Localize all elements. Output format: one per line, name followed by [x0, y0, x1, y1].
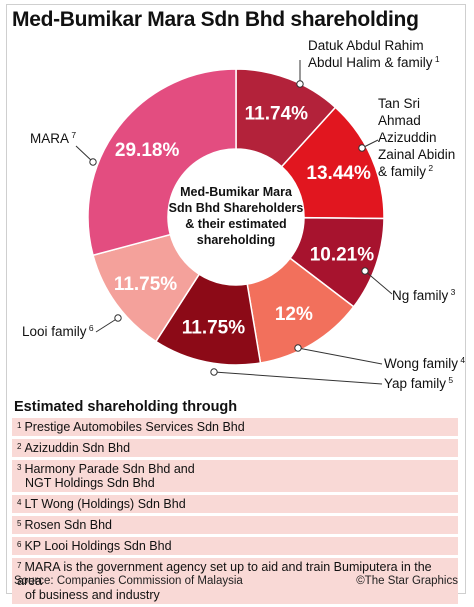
note-number: 7	[17, 561, 22, 570]
graphics-credit: ©The Star Graphics	[356, 575, 458, 587]
note-item: 7 MARA is the government agency set up to…	[12, 558, 458, 604]
center-label-line: Sdn Bhd Shareholders	[169, 201, 304, 215]
callout-dot	[361, 267, 369, 275]
note-text: NGT Holdings Sdn Bhd	[25, 476, 155, 490]
callout-label: Tan Sri Ahmad Azizuddin Zainal Abidin & fami…	[378, 96, 455, 179]
note-number: 3	[17, 463, 22, 472]
callout-label: Yap family 5	[384, 375, 453, 391]
note-item: 4 LT Wong (Holdings) Sdn Bhd	[12, 495, 458, 513]
source-note: Source: Companies Commission of Malaysia	[14, 575, 243, 587]
note-text: LT Wong (Holdings) Sdn Bhd	[24, 497, 186, 511]
callout-label: Looi family 6	[22, 323, 94, 339]
note-number: 2	[17, 442, 22, 451]
note-number: 6	[17, 540, 22, 549]
callout-dot	[296, 80, 304, 88]
callout-dot	[114, 314, 122, 322]
note-text: KP Looi Holdings Sdn Bhd	[24, 539, 172, 553]
notes-title: Estimated shareholding through	[14, 399, 238, 415]
note-item: 5 Rosen Sdn Bhd	[12, 516, 458, 534]
callout-leader	[364, 270, 393, 295]
note-item: 6 KP Looi Holdings Sdn Bhd	[12, 537, 458, 555]
slice-value-label: 10.21%	[310, 244, 375, 265]
note-text: Rosen Sdn Bhd	[24, 518, 113, 532]
slice-value-label: 13.44%	[306, 163, 371, 184]
note-item: 1 Prestige Automobiles Services Sdn Bhd	[12, 418, 458, 436]
callout-label: Datuk Abdul Rahim Abdul Halim & family 1	[308, 38, 440, 70]
donut-chart: 11.74%13.44%10.21%12%11.75%11.75%29.18% …	[22, 38, 465, 391]
callout-dot	[89, 158, 97, 166]
callout-leader	[213, 371, 383, 385]
callout-dot	[210, 368, 218, 376]
note-item: 2 Azizuddin Sdn Bhd	[12, 439, 458, 457]
slice-value-label: 29.18%	[115, 140, 180, 161]
callout-leader	[297, 347, 383, 365]
note-text: Azizuddin Sdn Bhd	[24, 441, 131, 455]
callout-leader	[75, 145, 94, 163]
center-label-line: & their estimated	[185, 217, 286, 231]
note-text: MARA is the government agency set up to …	[17, 560, 432, 588]
slice-value-label: 11.74%	[245, 104, 308, 125]
note-number: 1	[17, 421, 22, 430]
note-item: 3 Harmony Parade Sdn Bhd and NGT Holdings …	[12, 460, 458, 492]
callout-dot	[358, 144, 366, 152]
slice-value-label: 11.75%	[114, 274, 177, 295]
center-label-line: Med-Bumikar Mara	[180, 185, 293, 199]
slice-7	[87, 68, 237, 257]
slice-value-label: 12%	[275, 304, 313, 325]
note-number: 4	[17, 498, 22, 507]
callout-label: MARA 7	[30, 130, 76, 146]
callout-label: Ng family 3	[392, 287, 456, 303]
callout-label: Wong family 4	[384, 355, 465, 371]
center-label-line: shareholding	[197, 233, 275, 247]
callout-leader	[95, 317, 119, 333]
notes-list: 1 Prestige Automobiles Services Sdn Bhd 2 A…	[12, 418, 458, 607]
donut-hole	[169, 150, 303, 284]
note-number: 5	[17, 519, 22, 528]
note-text: of business and industry	[25, 588, 160, 602]
callout-dot	[294, 344, 302, 352]
slice-value-label: 11.75%	[182, 318, 245, 339]
note-text: Prestige Automobiles Services Sdn Bhd	[24, 420, 245, 434]
note-text: Harmony Parade Sdn Bhd and	[24, 462, 195, 476]
page-title: Med-Bumikar Mara Sdn Bhd shareholding	[12, 8, 419, 31]
